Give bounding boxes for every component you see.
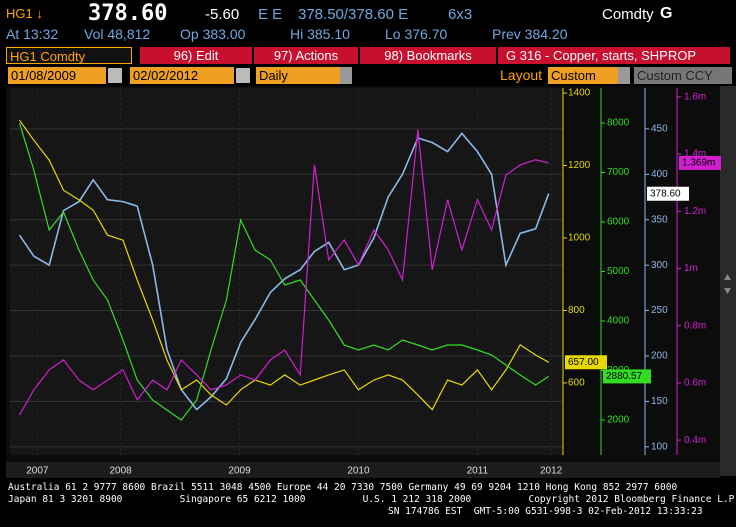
footer-line: Japan 81 3 3201 8900 Singapore 65 6212 1… <box>8 494 736 505</box>
last-value-box <box>565 355 607 370</box>
y-tick-label: 1200 <box>568 160 591 171</box>
chart: 2007 2008 2009 2010 2011 2012 100 150 200 250 300 3… <box>6 86 736 478</box>
y-tick-label: 150 <box>651 396 668 407</box>
y-tick-label: 1.4m <box>684 149 706 160</box>
prev: Prev 384.20 <box>492 26 568 42</box>
last-value-box <box>647 186 689 201</box>
layout-dropdown[interactable]: Custom <box>548 67 618 84</box>
series-line <box>18 132 550 411</box>
y-tick-label: 300 <box>651 260 668 271</box>
currency-dropdown[interactable]: Custom CCY <box>634 67 732 84</box>
x-axis-band <box>6 462 720 478</box>
last-value-box <box>679 155 721 170</box>
y-tick-label: 1400 <box>568 88 591 99</box>
end-date[interactable]: 02/02/2012 <box>130 67 234 84</box>
y-tick-label: 1.2m <box>684 206 706 217</box>
series-line <box>18 129 549 416</box>
y-tick-label: 800 <box>568 305 585 316</box>
last-value-label: 1.369m <box>682 158 715 169</box>
y-tick-label: 2000 <box>607 415 630 426</box>
y-tick-label: 600 <box>568 378 585 389</box>
last-value-label: 2880.57 <box>606 371 643 382</box>
y-tick-label: 350 <box>651 214 668 225</box>
dropdown-arrow[interactable] <box>618 67 630 84</box>
start-date[interactable]: 01/08/2009 <box>8 67 106 84</box>
security-field[interactable]: HG1 Comdty <box>6 47 132 64</box>
calendar-icon[interactable] <box>108 68 122 83</box>
settings-bar: 01/08/2009 02/02/2012 Daily Layout Custo… <box>0 66 736 86</box>
y-tick-label: 250 <box>651 305 668 316</box>
actions-button[interactable]: 97) Actions <box>254 47 358 64</box>
change: -5.60 <box>205 6 240 23</box>
x-tick-label: 2011 <box>467 466 489 477</box>
chart-name: G 316 - Copper, starts, SHPROP <box>498 47 730 64</box>
y-tick-label: 7000 <box>607 167 630 178</box>
toolbar: HG1 Comdty 96) Edit 97) Actions 98) Book… <box>0 46 736 66</box>
y-tick-label: 100 <box>651 441 668 452</box>
last-price: 378.60 <box>88 1 168 26</box>
y-tick-label: 0.8m <box>684 320 706 331</box>
y-tick-label: 1000 <box>568 233 591 244</box>
flags: E E <box>258 6 283 23</box>
last-value-label: 657.00 <box>568 357 599 368</box>
y-tick-label: 400 <box>651 169 668 180</box>
edit-button[interactable]: 96) Edit <box>140 47 252 64</box>
scroll-arrows[interactable] <box>724 274 731 294</box>
y-tick-label: 200 <box>651 351 668 362</box>
period-dropdown[interactable]: Daily <box>256 67 340 84</box>
low: Lo 376.70 <box>385 26 448 42</box>
scrollbar[interactable] <box>720 86 736 476</box>
x-tick-label: 2007 <box>26 466 49 477</box>
y-tick-label: 1m <box>684 263 698 274</box>
x-tick-label: 2012 <box>540 466 563 477</box>
footer-line: SN 174786 EST GMT-5:00 G531-998-3 02-Feb… <box>388 506 703 517</box>
y-tick-label: 5000 <box>607 266 630 277</box>
y-tick-label: 8000 <box>607 118 630 129</box>
calendar-icon[interactable] <box>236 68 250 83</box>
series-line <box>19 119 549 411</box>
bookmarks-button[interactable]: 98) Bookmarks <box>360 47 496 64</box>
last-value-label: 378.60 <box>650 188 681 199</box>
high: Hi 385.10 <box>290 26 350 42</box>
y-tick-label: 450 <box>651 124 668 135</box>
ticker: HG1 ↓ <box>6 6 43 21</box>
function-key: G <box>660 5 673 22</box>
y-tick-label: 0.6m <box>684 378 706 389</box>
volume: Vol 48,812 <box>84 26 151 42</box>
x-tick-label: 2009 <box>228 466 251 477</box>
y-tick-label: 0.4m <box>684 435 706 446</box>
y-tick-label: 4000 <box>607 316 630 327</box>
bid-ask: 378.50/378.60 E <box>298 6 409 23</box>
y-tick-label: 1.6m <box>684 92 706 103</box>
last-value-box <box>603 369 651 384</box>
quote-header: HG1 ↓ 378.60 -5.60 E E 378.50/378.60 E 6… <box>0 0 736 44</box>
series-line <box>18 122 550 421</box>
dropdown-arrow[interactable] <box>340 67 352 84</box>
asset-class: Comdty <box>602 6 654 23</box>
x-tick-label: 2008 <box>109 466 132 477</box>
x-tick-label: 2010 <box>347 466 370 477</box>
plot-area <box>10 88 563 455</box>
footer: Australia 61 2 9777 8600 Brazil 5511 304… <box>0 480 736 527</box>
time: At 13:32 <box>6 26 59 42</box>
size: 6x3 <box>448 6 473 23</box>
open: Op 383.00 <box>180 26 246 42</box>
footer-line: Australia 61 2 9777 8600 Brazil 5511 304… <box>8 482 678 493</box>
layout-label: Layout <box>500 67 543 83</box>
y-tick-label: 6000 <box>607 217 630 228</box>
